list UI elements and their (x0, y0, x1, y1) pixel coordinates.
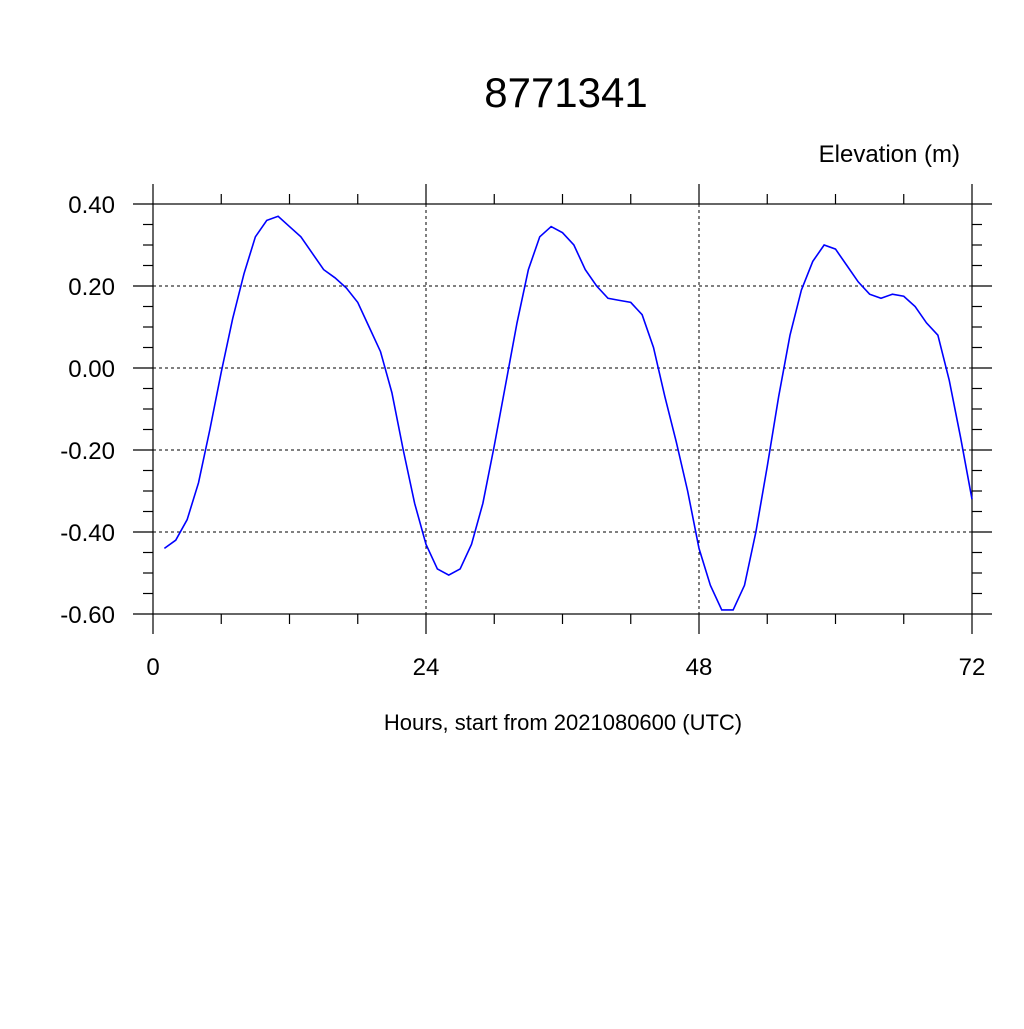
data-line (163, 215, 973, 611)
x-tick-label: 72 (959, 654, 986, 681)
y-tick-label: 0.20 (68, 274, 115, 301)
x-axis-label: Hours, start from 2021080600 (UTC) (384, 710, 742, 735)
x-tick-label: 24 (413, 654, 440, 681)
x-tick-label: 48 (686, 654, 713, 681)
y-tick-label: 0.40 (68, 192, 115, 219)
y-tick-label: -0.60 (60, 602, 115, 629)
y-tick-label: -0.40 (60, 520, 115, 547)
y-tick-label: 0.00 (68, 356, 115, 383)
y-tick-label: -0.20 (60, 438, 115, 465)
chart-subtitle: Elevation (m) (819, 141, 960, 168)
plot-frame (152, 203, 973, 615)
chart-title: 8771341 (484, 69, 648, 116)
x-tick-label: 0 (146, 654, 159, 681)
